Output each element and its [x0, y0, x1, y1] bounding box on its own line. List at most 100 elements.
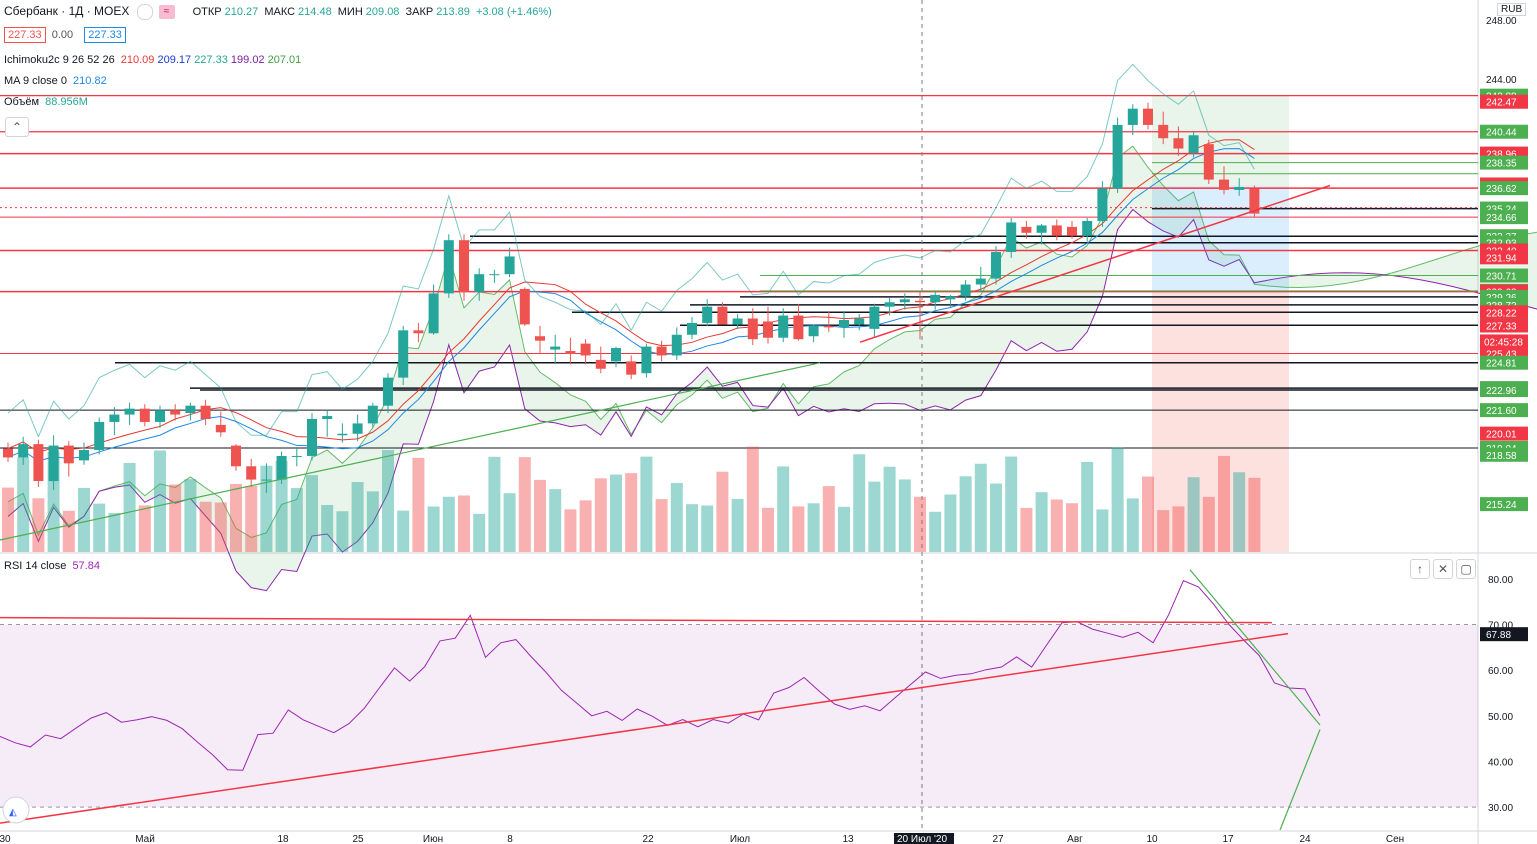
candle [322, 410, 333, 437]
countdown-bg [1480, 334, 1528, 349]
time-tick-label: 27 [992, 834, 1004, 844]
alert-icon[interactable]: ≈ [158, 5, 175, 20]
price-tick-label: 222.96 [1486, 386, 1517, 397]
price-tag-bg [1480, 383, 1528, 398]
price-tag-bg [1480, 268, 1528, 283]
price-tick-label: 238.96 [1486, 150, 1517, 161]
candle-body [1067, 226, 1077, 236]
price-tick-label: 234.66 [1486, 213, 1517, 224]
eye-icon[interactable] [137, 4, 154, 21]
candle [1067, 220, 1077, 239]
symbol-legend: Сбербанк · 1Д · MOEX ≈ ОТКР 210.27 МАКС 21… [4, 4, 555, 21]
candle [611, 346, 621, 368]
rsi-tick-label: 70.00 [1488, 621, 1513, 632]
candle [352, 414, 363, 442]
rsi-label: RSI 14 close [4, 560, 67, 572]
ma-legend[interactable]: MA 9 close 0 210.82 [4, 75, 110, 87]
chikou-line [7, 63, 1255, 439]
time-tick-label: 22 [642, 834, 654, 844]
candle-body [474, 274, 485, 292]
volume-bar [199, 501, 212, 552]
volume-bar [959, 476, 972, 552]
volume-bar [1096, 509, 1109, 552]
volume-bar [777, 466, 790, 552]
price-tick-label: 244.00 [1486, 75, 1517, 86]
candle-body [717, 306, 728, 325]
candle [109, 407, 120, 436]
volume-bar [640, 456, 653, 552]
candle [1173, 126, 1184, 156]
move-pane-up-button[interactable]: ↑ [1410, 559, 1430, 579]
ichimoku-legend[interactable]: Ichimoku2c 9 26 52 26 210.09 209.17 227.… [4, 54, 301, 66]
candle [717, 302, 728, 325]
volume-bar [974, 463, 987, 552]
volume-bar [290, 488, 303, 552]
volume-bar [138, 505, 151, 552]
volume-bar [488, 456, 501, 552]
candle [535, 325, 545, 354]
candle-body [1036, 225, 1047, 233]
volume-bar [1020, 507, 1033, 552]
candle [79, 442, 89, 465]
buy-price-button[interactable]: 227.33 [84, 27, 126, 43]
candle [246, 458, 257, 487]
candle-body [1112, 124, 1123, 189]
volume-bar [503, 493, 516, 552]
volume-bar [123, 462, 136, 552]
volume-bar [1126, 498, 1139, 552]
price-tag-bg [1480, 250, 1528, 265]
volume-bar [184, 479, 197, 552]
rsi-legend[interactable]: RSI 14 close 57.84 [4, 560, 103, 572]
price-tick-label: 224.81 [1486, 359, 1517, 370]
candle [170, 404, 181, 421]
candle [428, 284, 439, 335]
price-tick-label: 235.24 [1486, 205, 1517, 216]
volume-bar [32, 498, 45, 552]
volume-bar [382, 450, 394, 552]
collapse-legend-button[interactable]: ⌃ [5, 117, 29, 137]
candle-body [1249, 188, 1260, 214]
price-tick-label: 242.47 [1486, 98, 1517, 109]
price-tag-bg [1480, 447, 1528, 462]
candle-body [702, 306, 713, 323]
candle [915, 291, 925, 340]
candle [200, 399, 211, 425]
candle [839, 311, 849, 338]
volume-bar [929, 511, 942, 552]
volume-value: 88.956M [45, 96, 88, 108]
volume-bar [792, 506, 805, 552]
sell-price-button[interactable]: 227.33 [4, 27, 46, 43]
candle [869, 303, 880, 338]
candle [398, 325, 409, 386]
volume-legend[interactable]: Объём 88.956M [4, 96, 91, 108]
time-selected-bg [894, 833, 954, 844]
candle [1143, 102, 1153, 130]
close-pane-button[interactable]: ✕ [1433, 559, 1453, 579]
volume-bar [1218, 455, 1230, 552]
volume-bar [169, 484, 182, 552]
candle [1158, 111, 1169, 145]
price-tick-label: 240.44 [1486, 128, 1517, 139]
candle [3, 442, 13, 462]
time-tick-label: 10 [1146, 834, 1158, 844]
volume-bar [1202, 496, 1215, 552]
symbol-title[interactable]: Сбербанк · 1Д · MOEX [4, 4, 130, 18]
volume-bar [1050, 499, 1063, 552]
candle-body [33, 444, 44, 482]
candle-body [94, 421, 105, 451]
candle [1188, 130, 1199, 158]
price-tick-label: 231.94 [1486, 253, 1517, 264]
candle-body [398, 330, 409, 378]
price-tick-label: 220.01 [1486, 430, 1517, 441]
currency-badge[interactable]: RUB [1497, 3, 1527, 16]
open-value: 210.27 [224, 6, 259, 18]
candle [443, 234, 454, 298]
candle-body [1097, 188, 1108, 221]
candle-body [823, 325, 834, 328]
candle-body [322, 416, 333, 419]
candle-body [535, 336, 545, 341]
candle-body [930, 294, 941, 303]
maximize-pane-button[interactable]: ▢ [1456, 559, 1476, 579]
candle-body [337, 433, 348, 436]
